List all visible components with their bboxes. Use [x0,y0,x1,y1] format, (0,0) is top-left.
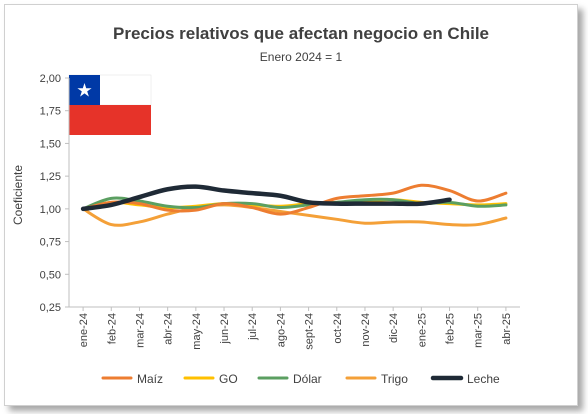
y-axis-label: Coeficiente [11,165,25,225]
x-tick-label: feb-25 [445,313,457,344]
y-tick-label: 1,75 [40,106,61,118]
legend-label: Dólar [293,372,322,386]
x-tick-label: may-24 [191,313,203,350]
y-tick-label: 2,00 [40,73,61,85]
y-tick-label: 1,00 [40,204,61,216]
chart-frame: Precios relativos que afectan negocio en… [4,4,578,406]
chile-flag-icon [68,74,152,135]
axes: 0,25 0,50 0,75 1,00 1,25 1,50 1,75 2,00 ene-24 fe… [40,73,520,350]
legend-item: Maíz [101,372,163,386]
series-line-leche [80,184,452,212]
chart-title: Precios relativos que afectan negocio en… [113,24,489,43]
x-tick-label: ago-24 [275,313,287,347]
y-tick-label: 0,50 [40,269,61,281]
legend-label: Maíz [137,372,163,386]
legend-item: GO [183,372,238,386]
chart-subtitle: Enero 2024 = 1 [260,50,343,64]
x-tick-label: mar-24 [134,313,146,348]
legend: Maíz GO Dólar Trigo Leche [101,372,500,386]
series-line-trigo [81,203,508,227]
x-tick-label: nov-24 [360,313,372,347]
x-tick-label: jul-24 [247,313,259,341]
legend-label: GO [219,372,238,386]
legend-label: Trigo [381,372,408,386]
x-tick-label: mar-25 [473,313,485,348]
legend-item: Trigo [345,372,408,386]
line-chart: Precios relativos que afectan negocio en… [11,24,520,386]
y-tick-label: 1,50 [40,138,61,150]
x-tick-label: ene-24 [78,313,90,347]
y-tick-label: 0,75 [40,237,61,249]
x-tick-label: dic-24 [388,313,400,343]
x-tick-label: abr-24 [163,313,175,345]
x-tick-label: sept-24 [304,313,316,350]
series-line-maíz [81,183,508,216]
legend-item: Leche [430,372,500,386]
x-tick-label: abr-25 [501,313,513,345]
y-tick-label: 1,25 [40,171,61,183]
x-tick-label: ene-25 [416,313,428,347]
x-tick-label: oct-24 [332,313,344,344]
x-tick-label: jun-24 [219,313,231,345]
series-layer [80,183,508,227]
legend-label: Leche [467,372,500,386]
legend-item: Dólar [257,372,322,386]
y-tick-label: 0,25 [40,302,61,314]
x-tick-label: feb-24 [106,313,118,344]
